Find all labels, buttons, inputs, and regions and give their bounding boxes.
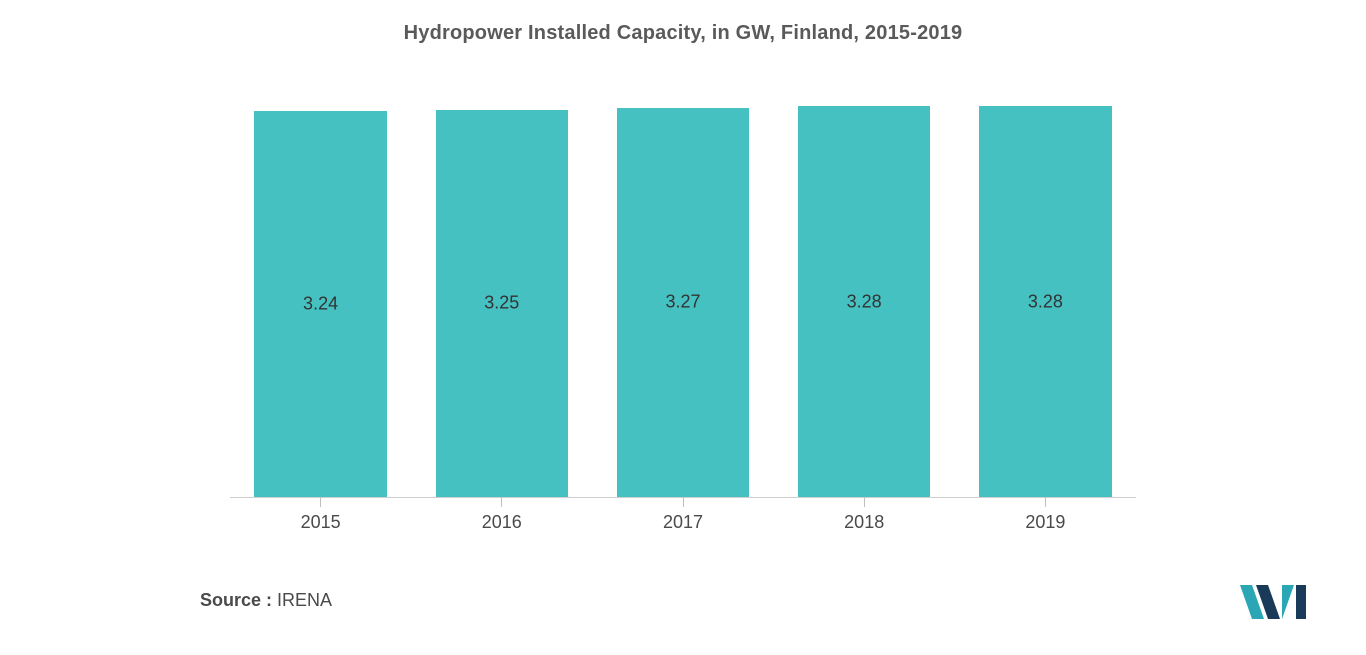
- x-tick: [320, 497, 321, 507]
- brand-logo-icon: [1238, 581, 1308, 623]
- bar-value-label: 3.25: [484, 293, 519, 314]
- bar-value-label: 3.27: [665, 292, 700, 313]
- bar-slot-2015: 3.24 2015: [230, 98, 411, 497]
- bar-value-label: 3.28: [1028, 291, 1063, 312]
- chart-plot-area: 3.24 2015 3.25 2016 3.27 2017 3.28 2018: [230, 98, 1136, 498]
- source-label: Source :: [200, 590, 272, 610]
- bar-slot-2019: 3.28 2019: [955, 98, 1136, 497]
- chart-title: Hydropower Installed Capacity, in GW, Fi…: [0, 0, 1366, 45]
- logo-mark: [1240, 585, 1306, 619]
- bar-value-label: 3.28: [847, 291, 882, 312]
- x-tick: [864, 497, 865, 507]
- x-category-label: 2017: [663, 512, 703, 533]
- bar-2018: 3.28: [798, 106, 930, 497]
- bar-value-label: 3.24: [303, 294, 338, 315]
- x-category-label: 2018: [844, 512, 884, 533]
- bar-group: 3.24 2015 3.25 2016 3.27 2017 3.28 2018: [230, 98, 1136, 498]
- source-citation: Source : IRENA: [200, 590, 332, 611]
- bar-2019: 3.28: [979, 106, 1111, 497]
- bar-2016: 3.25: [436, 110, 568, 497]
- bar-slot-2016: 3.25 2016: [411, 98, 592, 497]
- x-category-label: 2019: [1025, 512, 1065, 533]
- x-category-label: 2016: [482, 512, 522, 533]
- bar-slot-2018: 3.28 2018: [774, 98, 955, 497]
- bar-2017: 3.27: [617, 108, 749, 497]
- x-tick: [501, 497, 502, 507]
- bar-slot-2017: 3.27 2017: [592, 98, 773, 497]
- x-tick: [683, 497, 684, 507]
- x-tick: [1045, 497, 1046, 507]
- x-category-label: 2015: [301, 512, 341, 533]
- source-value: IRENA: [272, 590, 332, 610]
- bar-2015: 3.24: [254, 111, 386, 497]
